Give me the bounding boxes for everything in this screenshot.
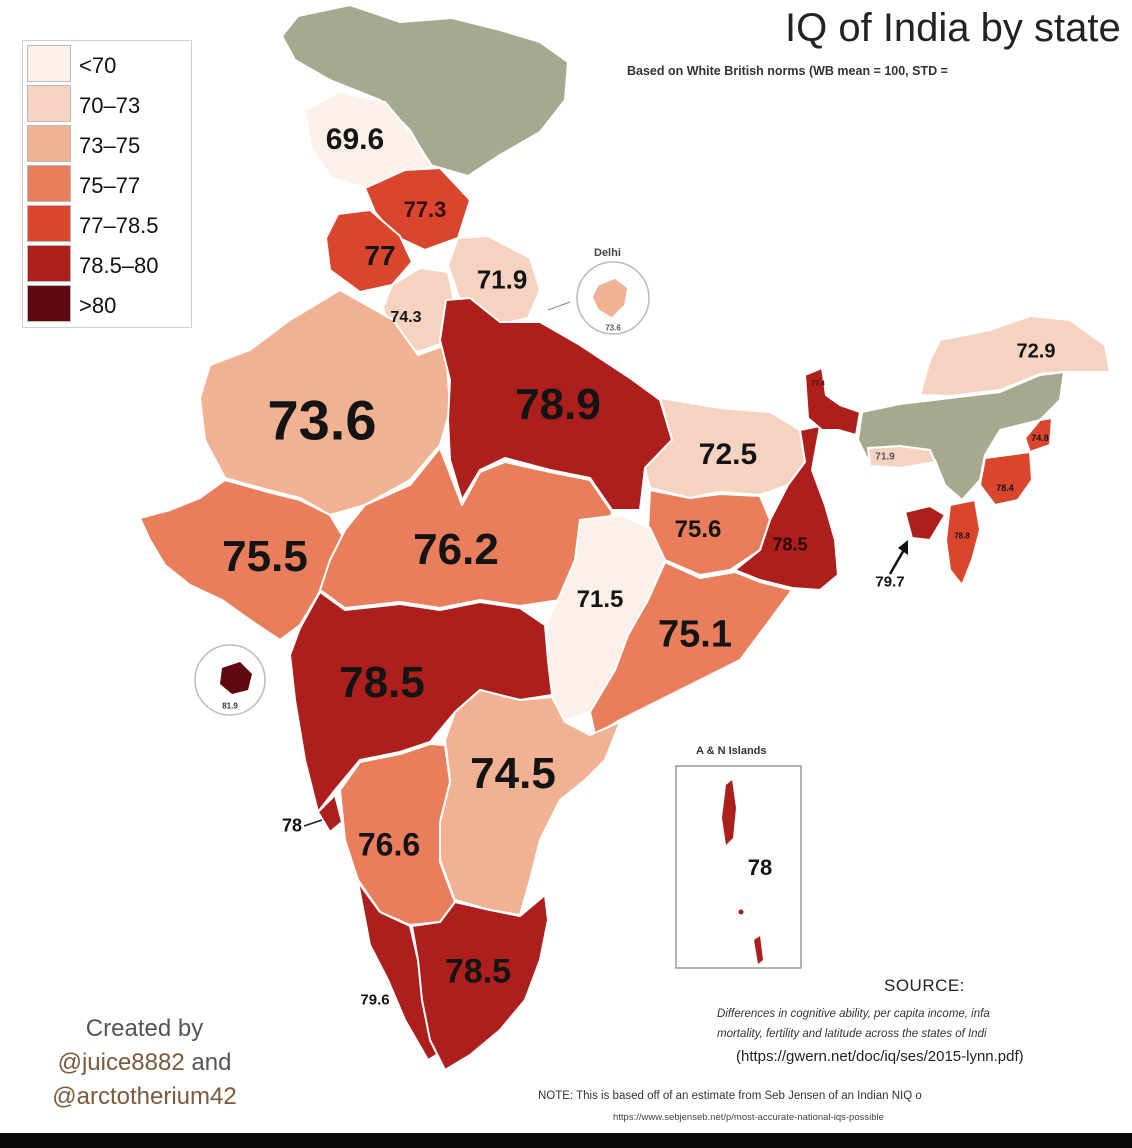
label-tamilnadu: 78.5 [444, 952, 512, 991]
legend-swatch [27, 285, 71, 322]
legend-label: 73–75 [79, 133, 141, 158]
label-arunachal: 72.9 [1016, 340, 1056, 363]
region-daman [220, 662, 252, 694]
legend-label: 77–78.5 [79, 213, 159, 238]
delhi-inset-title: Delhi [594, 247, 621, 259]
andaman-inset-box [675, 765, 802, 969]
legend-label: >80 [79, 293, 117, 318]
label-himachal: 77.3 [403, 197, 447, 222]
label-mp: 76.2 [413, 525, 499, 574]
region-wb-north [804, 367, 861, 436]
label-haryana: 74.3 [390, 309, 422, 326]
label-andaman: 78 [747, 855, 773, 880]
label-gujarat: 75.5 [222, 532, 308, 581]
label-punjab: 77 [364, 240, 396, 271]
label-bihar: 72.5 [698, 438, 758, 471]
region-nagaland [1024, 417, 1053, 453]
region-andaman-south [754, 936, 763, 964]
credit-line: Created by [85, 1015, 204, 1042]
legend-swatch [27, 245, 71, 282]
region-mizoram [945, 499, 981, 586]
label-maharashtra: 78.5 [339, 658, 425, 707]
legend-swatch [27, 165, 71, 202]
region-odisha [589, 561, 793, 736]
region-up [439, 297, 673, 511]
label-odisha: 75.1 [658, 613, 732, 656]
delhi-pointer [547, 301, 571, 311]
label-jharkhand: 75.6 [674, 516, 722, 543]
region-meghalaya [867, 445, 936, 469]
andaman-islet [738, 909, 744, 915]
credit-handle-1: @juice8882 [57, 1049, 185, 1076]
legend: <70 70–73 73–75 75–77 77–78.5 78.5–80 >8… [22, 40, 192, 328]
credit-handles: @juice8882 and [22, 1046, 267, 1080]
source-url: (https://gwern.net/doc/iq/ses/2015-lynn.… [736, 1048, 1024, 1065]
region-arunachal [919, 315, 1111, 397]
region-tripura [904, 505, 946, 541]
label-daman: 81.9 [222, 701, 238, 711]
region-goa [317, 794, 343, 833]
label-mizoram: 78.8 [954, 531, 970, 541]
legend-swatch [27, 125, 71, 162]
region-manipur [979, 451, 1033, 506]
label-rajasthan: 73.6 [267, 388, 377, 452]
label-kerala: 79.6 [360, 991, 390, 1009]
label-chhattisgarh: 71.5 [576, 586, 624, 613]
legend-swatch [27, 45, 71, 82]
region-tamilnadu [411, 894, 549, 1071]
label-wb: 78.5 [772, 534, 808, 555]
source-citation: Differences in cognitive ability, per ca… [717, 1004, 990, 1044]
credit-and: and [191, 1049, 232, 1076]
map-subtitle: Based on White British norms (WB mean = … [627, 64, 948, 78]
region-andaman [722, 780, 736, 845]
label-up: 78.9 [515, 380, 601, 429]
legend-label: 75–77 [79, 173, 141, 198]
andaman-inset-title: A & N Islands [696, 745, 767, 757]
region-delhi [591, 277, 629, 319]
legend-label: 70–73 [79, 93, 141, 118]
note-url: https://www.sebjenseb.net/p/most-accurat… [613, 1112, 884, 1123]
source-heading: SOURCE: [884, 976, 965, 995]
legend-label: <70 [79, 53, 117, 78]
label-sikkim: 77.4 [811, 380, 825, 388]
label-goa: 78 [281, 815, 303, 836]
label-tripura: 79.7 [875, 573, 905, 591]
map-title: IQ of India by state [785, 6, 1121, 50]
label-nagaland: 74.8 [1031, 433, 1049, 443]
label-manipur: 78.4 [996, 483, 1014, 493]
label-telangana-ap: 74.5 [470, 749, 556, 798]
tripura-arrow [888, 547, 907, 575]
label-uttarakhand: 71.9 [476, 264, 528, 295]
source-line-1: Differences in cognitive ability, per ca… [717, 1008, 990, 1020]
label-delhi: 73.6 [605, 323, 621, 333]
tripura-arrow-head [898, 540, 908, 555]
label-meghalaya: 71.9 [875, 451, 895, 463]
label-karnataka: 76.6 [357, 826, 421, 863]
credit-handle-2: @arctotherium42 [52, 1083, 237, 1110]
region-no-data-north [281, 4, 569, 177]
bottom-bar [0, 1133, 1132, 1148]
note-text: NOTE: This is based off of an estimate f… [538, 1090, 922, 1102]
credit-block: Created by @juice8882 and @arctotherium4… [22, 1012, 267, 1114]
legend-swatch [27, 85, 71, 122]
region-wb [734, 425, 839, 591]
goa-pointer [303, 819, 323, 827]
label-jk: 69.6 [325, 123, 385, 156]
legend-label: 78.5–80 [79, 253, 159, 278]
legend-swatch [27, 205, 71, 242]
source-line-2: mortality, fertility and latitude across… [717, 1028, 987, 1040]
region-gujarat [139, 479, 346, 641]
